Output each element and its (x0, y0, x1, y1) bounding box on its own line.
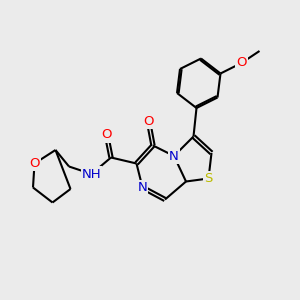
Text: O: O (29, 157, 40, 170)
Text: NH: NH (82, 167, 101, 181)
Text: S: S (204, 172, 213, 185)
Text: O: O (101, 128, 112, 142)
Text: N: N (138, 181, 147, 194)
Text: N: N (169, 149, 179, 163)
Text: O: O (143, 115, 154, 128)
Text: O: O (236, 56, 247, 70)
